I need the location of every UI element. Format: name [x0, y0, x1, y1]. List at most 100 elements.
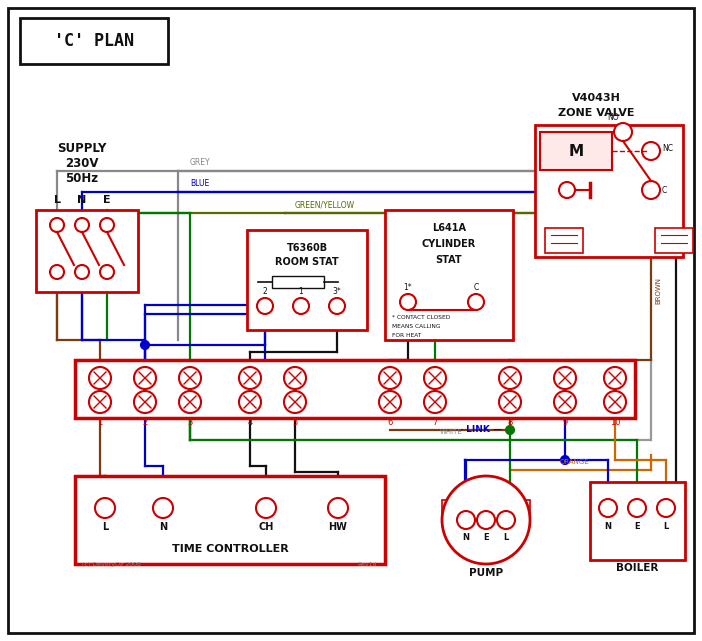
Text: BROWN: BROWN	[655, 276, 661, 303]
Circle shape	[293, 298, 309, 314]
Text: * CONTACT CLOSED: * CONTACT CLOSED	[392, 315, 450, 320]
Circle shape	[657, 499, 675, 517]
Circle shape	[50, 265, 64, 279]
Text: HW: HW	[329, 522, 347, 532]
Circle shape	[604, 391, 626, 413]
Text: C: C	[473, 283, 479, 292]
Text: SUPPLY: SUPPLY	[58, 142, 107, 154]
Circle shape	[179, 391, 201, 413]
Text: 8: 8	[508, 418, 512, 427]
Text: E: E	[634, 522, 640, 531]
Circle shape	[284, 367, 306, 389]
Text: E: E	[103, 195, 111, 205]
FancyBboxPatch shape	[442, 500, 464, 526]
Circle shape	[506, 426, 514, 434]
Text: E: E	[483, 533, 489, 542]
Text: 6: 6	[388, 418, 392, 427]
Text: C: C	[662, 185, 667, 194]
FancyBboxPatch shape	[545, 228, 583, 253]
Text: N: N	[463, 533, 470, 542]
Circle shape	[599, 499, 617, 517]
Text: BLUE: BLUE	[190, 179, 209, 188]
Text: STAT: STAT	[436, 255, 463, 265]
Text: T6360B: T6360B	[286, 243, 328, 253]
Text: L641A: L641A	[432, 223, 466, 233]
Circle shape	[642, 181, 660, 199]
Text: V4043H: V4043H	[571, 93, 621, 103]
Circle shape	[614, 123, 632, 141]
FancyBboxPatch shape	[535, 125, 683, 257]
Circle shape	[499, 391, 521, 413]
Circle shape	[100, 265, 114, 279]
Circle shape	[75, 218, 89, 232]
Circle shape	[554, 367, 576, 389]
FancyBboxPatch shape	[385, 210, 513, 340]
Text: ORANGE: ORANGE	[560, 459, 590, 465]
Text: L: L	[102, 522, 108, 532]
FancyBboxPatch shape	[655, 228, 693, 253]
FancyBboxPatch shape	[75, 476, 385, 564]
Text: N: N	[159, 522, 167, 532]
Text: — LINK —: — LINK —	[454, 425, 502, 434]
Circle shape	[468, 294, 484, 310]
Circle shape	[100, 218, 114, 232]
Circle shape	[239, 391, 261, 413]
Text: Rev1d: Rev1d	[357, 562, 377, 567]
Circle shape	[424, 367, 446, 389]
Circle shape	[284, 391, 306, 413]
Text: ZONE VALVE: ZONE VALVE	[558, 108, 634, 118]
Text: N: N	[604, 522, 611, 531]
Text: 3*: 3*	[333, 287, 341, 296]
Circle shape	[628, 499, 646, 517]
Text: 2: 2	[263, 287, 267, 296]
Circle shape	[239, 367, 261, 389]
Text: MEANS CALLING: MEANS CALLING	[392, 324, 440, 329]
Text: CYLINDER: CYLINDER	[422, 239, 476, 249]
Text: L: L	[53, 195, 60, 205]
Text: WHITE: WHITE	[440, 429, 463, 435]
Circle shape	[604, 367, 626, 389]
Circle shape	[153, 498, 173, 518]
FancyBboxPatch shape	[75, 360, 635, 418]
Text: TIME CONTROLLER: TIME CONTROLLER	[171, 544, 289, 554]
Text: 'C' PLAN: 'C' PLAN	[54, 32, 134, 50]
Text: (c) DeveryOz 2008: (c) DeveryOz 2008	[82, 562, 141, 567]
Text: 1: 1	[98, 418, 102, 427]
Circle shape	[329, 298, 345, 314]
Text: 9: 9	[562, 418, 568, 427]
Text: CH: CH	[258, 522, 274, 532]
Circle shape	[497, 511, 515, 529]
Text: 1*: 1*	[404, 283, 412, 292]
FancyBboxPatch shape	[540, 132, 612, 170]
Text: N: N	[77, 195, 86, 205]
Circle shape	[134, 391, 156, 413]
FancyBboxPatch shape	[272, 276, 324, 288]
FancyBboxPatch shape	[8, 8, 694, 633]
Text: ROOM STAT: ROOM STAT	[275, 257, 339, 267]
Text: GREEN/YELLOW: GREEN/YELLOW	[295, 200, 355, 209]
Circle shape	[442, 476, 530, 564]
Circle shape	[561, 456, 569, 464]
Circle shape	[499, 367, 521, 389]
Text: GREY: GREY	[190, 158, 211, 167]
Circle shape	[424, 391, 446, 413]
Circle shape	[554, 391, 576, 413]
Circle shape	[89, 391, 111, 413]
Text: 10: 10	[610, 418, 621, 427]
Text: NC: NC	[662, 144, 673, 153]
Circle shape	[134, 367, 156, 389]
Text: FOR HEAT: FOR HEAT	[392, 333, 421, 338]
Text: L: L	[663, 522, 668, 531]
Circle shape	[457, 511, 475, 529]
FancyBboxPatch shape	[508, 500, 530, 526]
Text: PUMP: PUMP	[469, 568, 503, 578]
Circle shape	[400, 294, 416, 310]
Text: 2: 2	[143, 418, 147, 427]
Circle shape	[257, 298, 273, 314]
Text: 1: 1	[298, 287, 303, 296]
Circle shape	[50, 218, 64, 232]
Text: 50Hz: 50Hz	[65, 172, 98, 185]
Text: L: L	[503, 533, 509, 542]
Text: BOILER: BOILER	[616, 563, 658, 573]
Text: M: M	[569, 144, 583, 158]
